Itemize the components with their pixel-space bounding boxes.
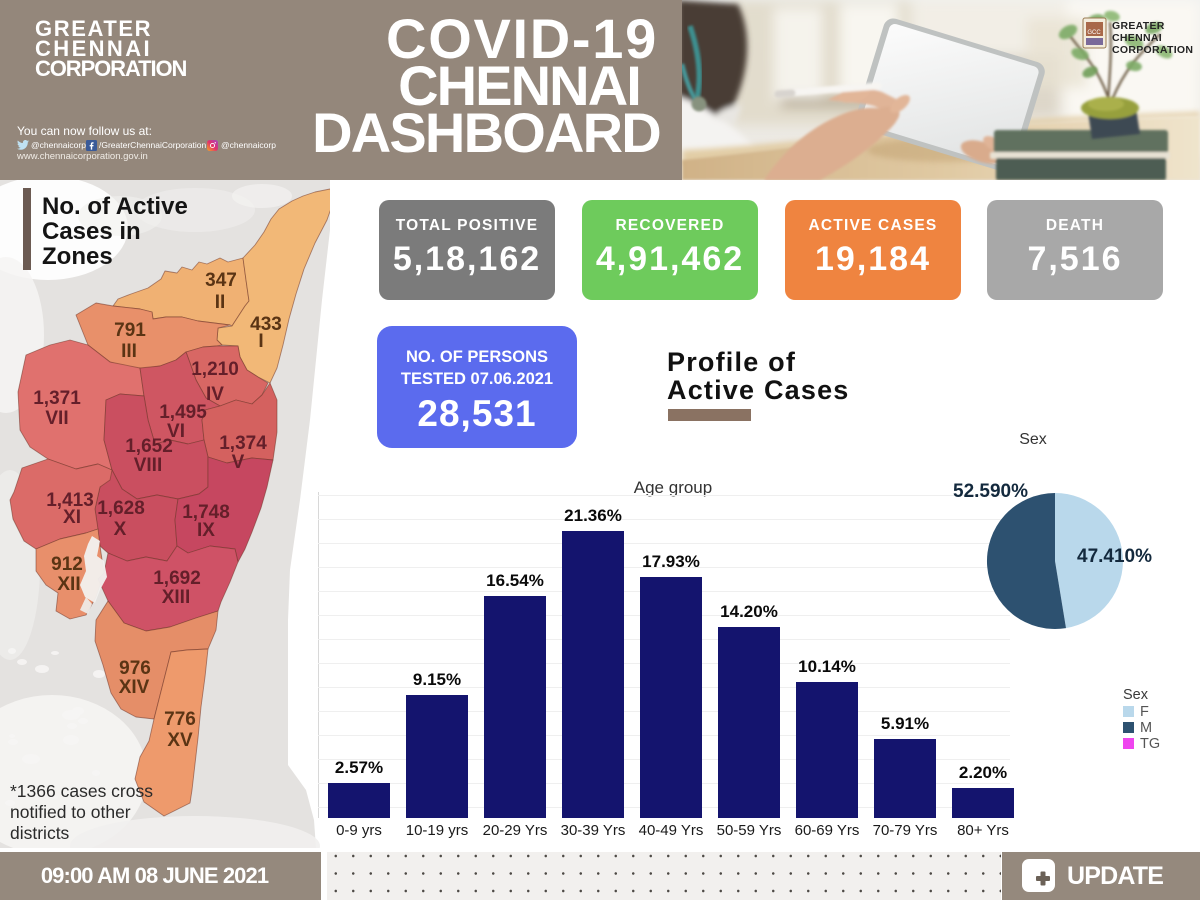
svg-text:VII: VII bbox=[45, 408, 68, 429]
svg-text:347: 347 bbox=[205, 270, 237, 291]
svg-text:GREATER: GREATER bbox=[1112, 20, 1165, 32]
svg-text:1,495: 1,495 bbox=[159, 402, 207, 423]
svg-text:CHENNAI: CHENNAI bbox=[1112, 32, 1162, 44]
svg-text:1,374: 1,374 bbox=[219, 433, 267, 454]
svg-text:1,371: 1,371 bbox=[33, 388, 81, 409]
svg-text:776: 776 bbox=[164, 709, 196, 730]
svg-text:I: I bbox=[258, 331, 263, 352]
svg-text:V: V bbox=[232, 452, 245, 473]
svg-text:1,692: 1,692 bbox=[153, 568, 201, 589]
svg-text:XV: XV bbox=[167, 730, 193, 751]
svg-text:XIII: XIII bbox=[162, 587, 191, 608]
svg-text:976: 976 bbox=[119, 658, 151, 679]
svg-text:433: 433 bbox=[250, 314, 282, 335]
svg-text:X: X bbox=[114, 519, 127, 540]
svg-text:1,210: 1,210 bbox=[191, 359, 239, 380]
svg-text:791: 791 bbox=[114, 320, 146, 341]
svg-text:IX: IX bbox=[197, 520, 215, 541]
svg-text:1,652: 1,652 bbox=[125, 436, 173, 457]
svg-text:XIV: XIV bbox=[119, 677, 150, 698]
svg-text:GCC: GCC bbox=[1087, 30, 1101, 36]
svg-text:1,628: 1,628 bbox=[97, 498, 145, 519]
svg-text:1,413: 1,413 bbox=[46, 490, 94, 511]
svg-text:VIII: VIII bbox=[134, 455, 163, 476]
svg-text:II: II bbox=[215, 292, 226, 313]
svg-text:IV: IV bbox=[206, 384, 224, 405]
svg-text:XII: XII bbox=[57, 574, 80, 595]
svg-text:1,748: 1,748 bbox=[182, 502, 230, 523]
svg-text:CORPORATION: CORPORATION bbox=[1112, 44, 1193, 56]
svg-text:XI: XI bbox=[63, 507, 81, 528]
svg-text:III: III bbox=[121, 341, 137, 362]
svg-text:912: 912 bbox=[51, 554, 83, 575]
svg-text:VI: VI bbox=[167, 421, 185, 442]
